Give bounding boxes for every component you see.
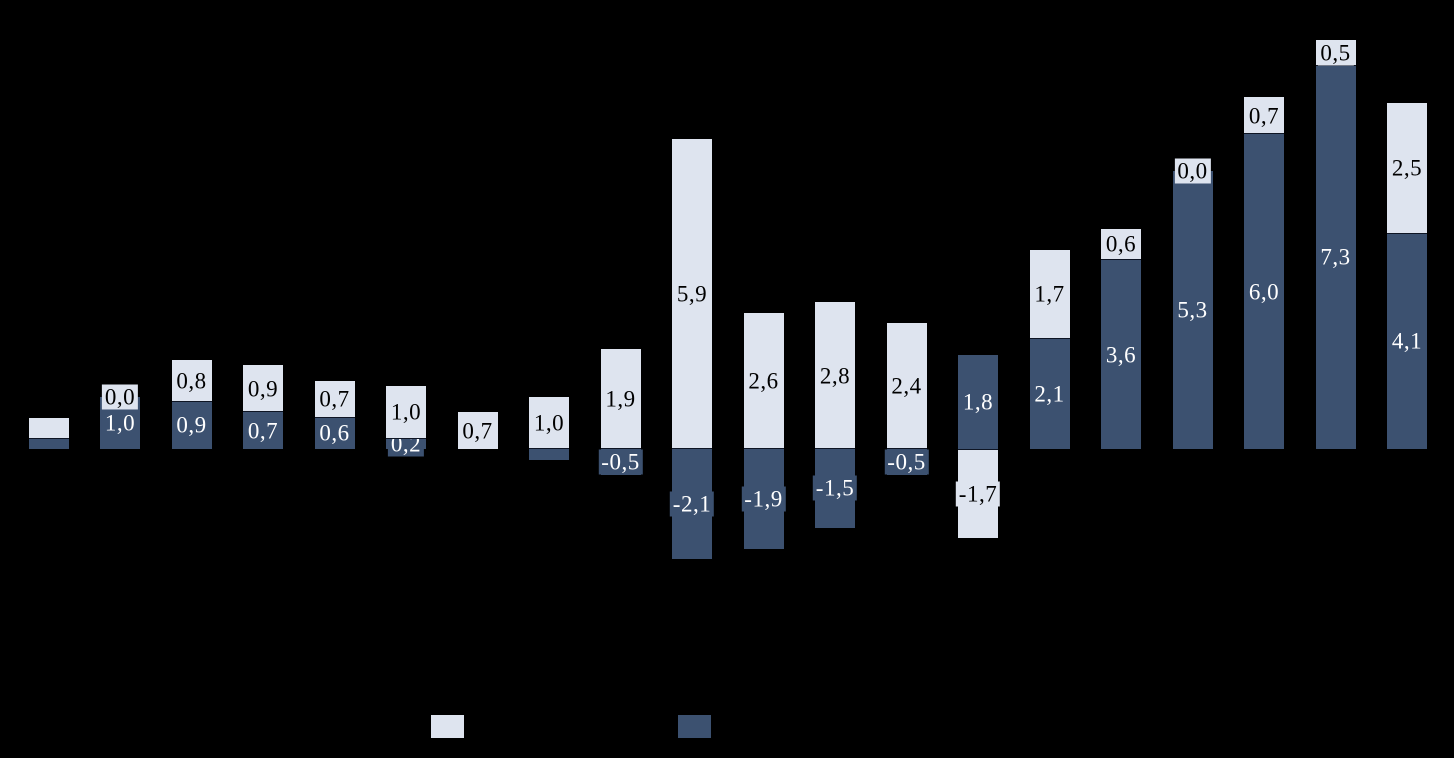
- bar-label-light: 0,7: [459, 418, 496, 444]
- bar-label-light: 0,0: [101, 384, 139, 409]
- bar-label-light: -1,7: [955, 481, 1001, 507]
- bar-label-light: 1,9: [602, 386, 639, 412]
- bar-label-dark: 2,1: [1031, 381, 1068, 407]
- bar-label-light: 0,7: [316, 386, 353, 412]
- bar-segment-dark: [529, 449, 569, 460]
- bar-label-dark: 6,0: [1245, 279, 1283, 304]
- bar-label-dark: -1,5: [812, 475, 858, 501]
- bar-label-light: 2,8: [816, 363, 854, 388]
- bar-label-dark: -2,1: [669, 491, 715, 517]
- bar-label-light: 5,9: [673, 281, 711, 307]
- bar-label-dark: 3,6: [1102, 342, 1140, 367]
- bar-label-dark: 0,6: [316, 420, 353, 446]
- bar-label-dark: 0,9: [173, 412, 210, 438]
- bar-label-dark: 1,8: [959, 389, 997, 415]
- bar-label-light: 0,8: [173, 368, 210, 394]
- bar-label-light: 2,5: [1388, 155, 1426, 181]
- bar-label-dark: -1,9: [741, 486, 786, 512]
- bar-label-dark: 5,3: [1174, 297, 1211, 323]
- bar-label-light: 0,0: [1174, 158, 1211, 184]
- bar-label-dark: 0,7: [244, 418, 282, 444]
- bar-label-light: 0,7: [1245, 103, 1283, 129]
- bar-label-light: 1,7: [1031, 281, 1068, 307]
- bar-label-dark: 7,3: [1317, 244, 1354, 270]
- bar-label-dark: -0,5: [884, 449, 929, 475]
- bar-label-dark: 4,1: [1388, 328, 1426, 354]
- bar-label-dark: -0,5: [598, 449, 643, 475]
- bar-label-light: 0,6: [1102, 231, 1140, 257]
- bar-label-light: 1,0: [530, 410, 568, 436]
- bar-label-light: 1,0: [387, 399, 425, 425]
- bar-segment-light: [28, 417, 69, 439]
- bar-segment-dark: [28, 438, 69, 449]
- bar-label-light: 2,6: [745, 368, 782, 394]
- bar-label-dark: 1,0: [101, 410, 139, 436]
- bar-label-light: 2,4: [888, 373, 925, 399]
- bar-label-light: 0,5: [1317, 40, 1354, 66]
- bar-label-light: 0,9: [244, 376, 282, 402]
